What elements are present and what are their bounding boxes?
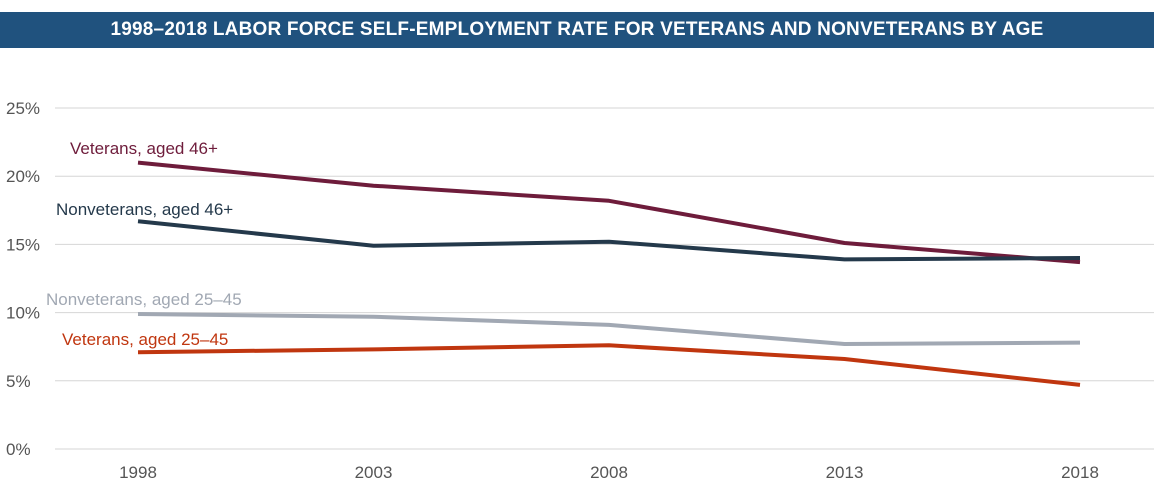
- series: [137, 160, 1081, 387]
- series-line: [137, 312, 1081, 346]
- y-tick-label: 0%: [6, 440, 31, 459]
- gridlines: [55, 107, 1154, 450]
- series-labels: Veterans, aged 46+ Nonveterans, aged 46+ N…: [46, 139, 242, 349]
- y-tick-label: 25%: [6, 99, 40, 118]
- y-tick-label: 10%: [6, 304, 40, 323]
- y-tick-label: 20%: [6, 167, 40, 186]
- y-axis: 0% 5% 10% 15% 20% 25%: [6, 99, 40, 459]
- series-label: Nonveterans, aged 25–45: [46, 290, 242, 309]
- series-line: [137, 160, 1081, 265]
- series-line: [137, 343, 1081, 387]
- y-tick-label: 15%: [6, 235, 40, 254]
- series-label: Veterans, aged 46+: [70, 139, 218, 158]
- series-label: Veterans, aged 25–45: [62, 330, 228, 349]
- x-tick-label: 2018: [1061, 463, 1099, 482]
- x-axis: 1998 2003 2008 2013 2018: [119, 463, 1099, 482]
- x-tick-label: 2013: [826, 463, 864, 482]
- x-tick-label: 1998: [119, 463, 157, 482]
- series-line: [137, 219, 1081, 262]
- x-tick-label: 2003: [355, 463, 393, 482]
- chart-title: 1998–2018 LABOR FORCE SELF-EMPLOYMENT RA…: [0, 12, 1154, 48]
- x-tick-label: 2008: [590, 463, 628, 482]
- series-label: Nonveterans, aged 46+: [56, 200, 233, 219]
- y-tick-label: 5%: [6, 372, 31, 391]
